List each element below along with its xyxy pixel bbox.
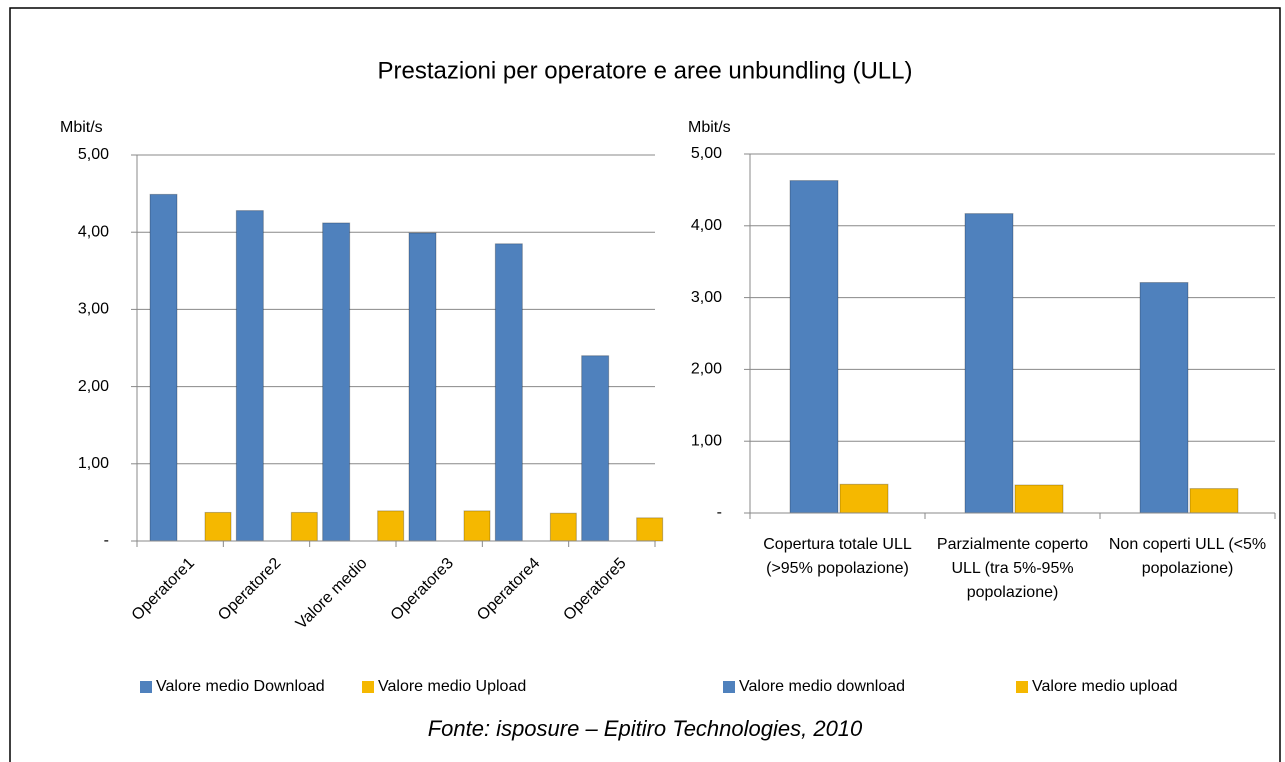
bar (204, 511, 232, 542)
y-tick-label: - (717, 504, 722, 521)
bar (408, 232, 437, 542)
y-axis-label: Mbit/s (60, 119, 103, 136)
y-tick-label: - (104, 532, 109, 549)
bar (1139, 282, 1189, 514)
bar (636, 517, 664, 542)
y-axis-label: Mbit/s (688, 119, 731, 136)
y-tick-label: 3,00 (691, 289, 722, 306)
bar (463, 510, 491, 542)
legend-swatch (362, 681, 374, 693)
legend-swatch (140, 681, 152, 693)
y-tick-label: 1,00 (78, 455, 109, 472)
x-tick-label: Operatore1 (129, 555, 198, 624)
bar (839, 483, 889, 514)
y-tick-label: 4,00 (78, 223, 109, 240)
x-tick-label: Valore medio (293, 555, 371, 633)
bar (235, 210, 264, 542)
legend-label: Valore medio download (739, 678, 905, 695)
x-tick-label: Operatore3 (388, 555, 457, 624)
bar (1014, 484, 1064, 514)
x-tick-label: Non coperti ULL (<5% popolazione) (1108, 536, 1267, 577)
y-tick-label: 4,00 (691, 217, 722, 234)
y-tick-label: 2,00 (78, 378, 109, 395)
bar (581, 355, 610, 542)
x-tick-label: Copertura totale ULL (>95% popolazione) (763, 536, 912, 577)
legend-label: Valore medio Upload (378, 678, 526, 695)
bar (377, 510, 405, 542)
bar (964, 213, 1014, 514)
legend-label: Valore medio upload (1032, 678, 1178, 695)
bar (789, 180, 839, 514)
y-tick-label: 5,00 (691, 145, 722, 162)
y-tick-label: 3,00 (78, 301, 109, 318)
bar (494, 243, 523, 542)
y-tick-label: 2,00 (691, 361, 722, 378)
y-tick-label: 1,00 (691, 432, 722, 449)
y-tick-label: 5,00 (78, 146, 109, 163)
legend-swatch (723, 681, 735, 693)
bar (549, 512, 577, 542)
x-tick-label: Operatore2 (215, 555, 284, 624)
x-tick-label: Parzialmente coperto ULL (tra 5%-95% pop… (936, 536, 1089, 601)
bar (322, 222, 351, 542)
x-tick-label: Operatore5 (560, 555, 629, 624)
bar (149, 193, 178, 542)
legend-label: Valore medio Download (156, 678, 325, 695)
x-tick-label: Operatore4 (474, 555, 543, 624)
bar (290, 511, 318, 542)
source: Fonte: isposure – Epitiro Technologies, … (428, 716, 863, 741)
bar (1189, 488, 1239, 514)
legend-swatch (1016, 681, 1028, 693)
chart-title: Prestazioni per operatore e aree unbundl… (378, 57, 913, 84)
frame (9, 7, 1281, 762)
